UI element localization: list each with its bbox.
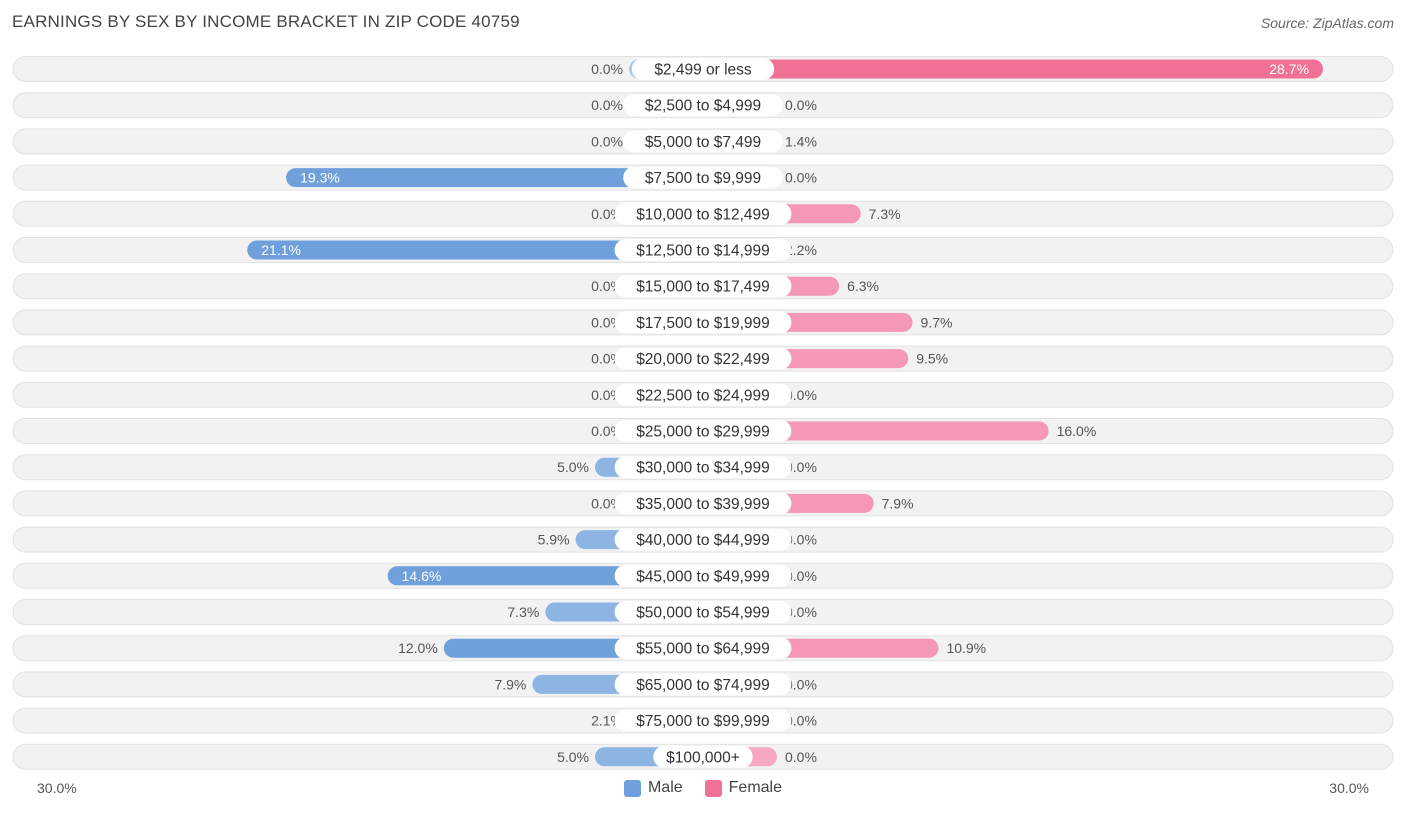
category-pill (614, 456, 792, 479)
category-label: $20,000 to $22,499 (636, 351, 770, 368)
category-pill (614, 528, 792, 551)
category-pill (653, 745, 753, 768)
female-value-label: 0.0% (785, 604, 817, 620)
category-pill (614, 347, 792, 370)
category-label: $50,000 to $54,999 (636, 605, 770, 622)
male-value-label: 0.0% (591, 278, 623, 294)
category-pill (614, 202, 792, 225)
male-value-label: 0.0% (591, 387, 623, 403)
legend-item-female: Female (704, 779, 783, 797)
category-pill (623, 130, 783, 153)
category-label: $7,500 to $9,999 (645, 170, 761, 187)
male-value-label: 0.0% (591, 206, 623, 222)
female-value-label: 6.3% (847, 278, 879, 294)
category-label: $100,000+ (666, 749, 740, 766)
female-value-label: 9.5% (916, 351, 948, 367)
legend-label-male: Male (647, 779, 683, 796)
category-label: $45,000 to $49,999 (636, 568, 770, 585)
category-pill (631, 58, 775, 80)
category-label: $12,500 to $14,999 (636, 243, 770, 260)
category-pill (614, 383, 792, 406)
source-credit: Source: ZipAtlas.com (1260, 15, 1394, 31)
category-pill (614, 637, 792, 660)
category-label: $75,000 to $99,999 (636, 713, 770, 730)
male-value-label: 5.9% (538, 532, 570, 548)
category-pill (614, 420, 792, 442)
category-label: $2,500 to $4,999 (645, 98, 761, 115)
category-pill (614, 275, 792, 298)
male-value-label: 7.9% (494, 676, 526, 692)
axis-right-label: 30.0% (1329, 780, 1369, 796)
category-pill (623, 94, 783, 117)
female-value-label: 0.0% (785, 568, 817, 584)
category-pill (614, 564, 792, 587)
category-pill (614, 601, 792, 623)
category-label: $25,000 to $29,999 (636, 424, 770, 441)
female-value-label: 0.0% (785, 532, 817, 548)
category-label: $55,000 to $64,999 (636, 641, 770, 658)
category-label: $40,000 to $44,999 (636, 532, 770, 549)
female-swatch-icon (704, 779, 722, 797)
category-pill (623, 166, 783, 189)
female-bar (693, 59, 1323, 79)
female-value-label: 0.0% (785, 459, 817, 475)
category-label: $17,500 to $19,999 (636, 315, 770, 332)
female-value-label: 0.0% (785, 97, 817, 113)
male-value-label: 0.0% (591, 351, 623, 367)
male-value-label: 0.0% (591, 97, 623, 113)
male-value-label: 0.0% (591, 423, 623, 439)
male-bar (286, 168, 713, 188)
category-label: $22,500 to $24,999 (636, 387, 770, 404)
female-value-label: 10.9% (946, 640, 986, 656)
legend: Male Female (0, 779, 1406, 797)
male-value-label: 5.0% (557, 459, 589, 475)
male-value-label: 0.0% (591, 61, 623, 77)
legend-label-female: Female (728, 779, 783, 796)
male-value-label: 5.0% (557, 749, 589, 765)
male-value-label: 19.3% (300, 170, 340, 186)
male-value-label: 14.6% (402, 568, 442, 584)
chart-title: EARNINGS BY SEX BY INCOME BRACKET IN ZIP… (12, 12, 520, 31)
category-pill (614, 709, 792, 732)
female-value-label: 0.0% (785, 170, 817, 186)
female-value-label: 7.3% (869, 206, 901, 222)
female-value-label: 0.0% (785, 749, 817, 765)
male-value-label: 12.0% (398, 640, 438, 656)
category-label: $65,000 to $74,999 (636, 677, 770, 694)
female-value-label: 0.0% (785, 713, 817, 729)
female-value-label: 0.0% (785, 676, 817, 692)
category-label: $15,000 to $17,499 (636, 279, 770, 296)
category-pill (614, 239, 792, 261)
category-pill (614, 673, 792, 696)
female-value-label: 1.4% (785, 133, 817, 149)
male-value-label: 0.0% (591, 314, 623, 330)
category-label: $35,000 to $39,999 (636, 496, 770, 513)
male-bar (247, 240, 713, 260)
male-swatch-icon (623, 779, 641, 797)
axis-left-label: 30.0% (37, 780, 77, 796)
male-value-label: 2.1% (591, 713, 623, 729)
female-value-label: 2.2% (785, 242, 817, 258)
category-label: $2,499 or less (654, 62, 752, 79)
category-label: $30,000 to $34,999 (636, 460, 770, 477)
male-value-label: 0.0% (591, 133, 623, 149)
female-value-label: 28.7% (1269, 61, 1309, 77)
legend-item-male: Male (623, 779, 683, 797)
female-value-label: 0.0% (785, 387, 817, 403)
female-value-label: 16.0% (1057, 423, 1097, 439)
male-value-label: 21.1% (261, 242, 301, 258)
category-pill (614, 492, 792, 515)
female-value-label: 7.9% (882, 495, 914, 511)
category-label: $5,000 to $7,499 (645, 134, 761, 151)
male-value-label: 7.3% (507, 604, 539, 620)
male-value-label: 0.0% (591, 495, 623, 511)
female-value-label: 9.7% (921, 314, 953, 330)
category-label: $10,000 to $12,499 (636, 206, 770, 223)
category-pill (614, 311, 792, 334)
